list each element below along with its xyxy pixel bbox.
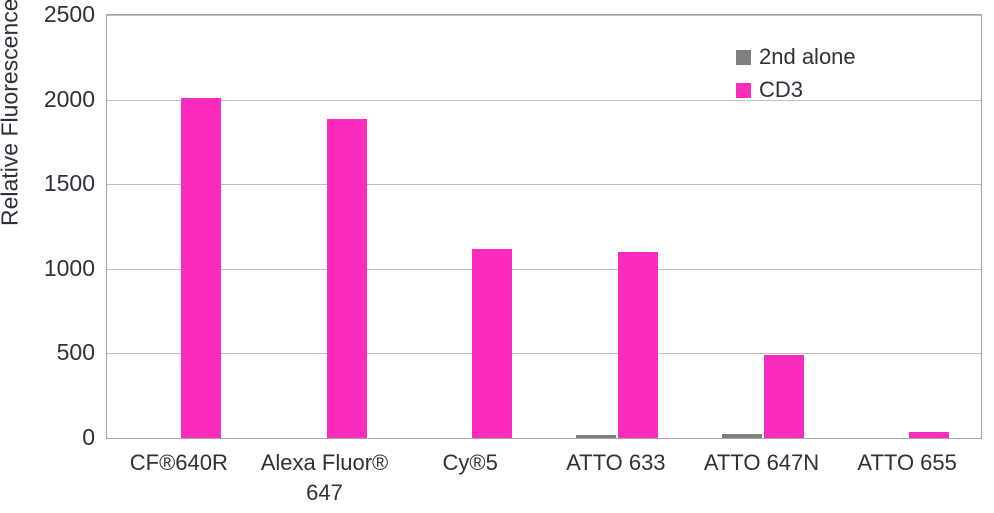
gridline	[107, 353, 981, 355]
legend-swatch-icon	[736, 49, 751, 65]
plot-area	[106, 14, 982, 439]
legend: 2nd alone CD3	[736, 44, 856, 110]
bar-2nd-alone-4	[575, 434, 616, 438]
legend-swatch-icon	[736, 82, 751, 98]
x-category-label: ATTO 633	[566, 450, 666, 475]
y-tick-label: 2000	[43, 85, 95, 112]
bar-2nd-alone-5	[721, 433, 762, 438]
bar-cd3-5	[763, 355, 804, 438]
legend-item-cd3: CD3	[736, 77, 856, 103]
bar-cd3-4	[617, 251, 658, 438]
legend-label: 2nd alone	[759, 44, 856, 69]
gridline	[107, 184, 981, 186]
x-category-label: CF®640R	[129, 450, 228, 475]
gridline	[107, 15, 981, 16]
x-category-label: Cy®5	[442, 450, 498, 475]
y-tick-label: 500	[56, 339, 95, 366]
x-category-label: ATTO 655	[857, 450, 957, 475]
y-tick-label: 2500	[43, 1, 95, 27]
x-category-label: ATTO 647N	[703, 450, 820, 475]
legend-item-2nd-alone: 2nd alone	[736, 44, 856, 70]
legend-label: CD3	[759, 77, 804, 102]
bar-cd3-6	[909, 432, 950, 438]
gridline	[107, 99, 981, 101]
y-tick-label: 1500	[43, 170, 95, 197]
gridline	[107, 268, 981, 270]
bar-cd3-3	[472, 248, 513, 438]
bar-cd3-2	[326, 119, 367, 438]
x-category-label: Alexa Fluor® 647	[260, 450, 389, 505]
y-tick-label: 0	[82, 424, 95, 450]
y-tick-label: 1000	[43, 254, 95, 281]
bar-cd3-1	[180, 97, 221, 438]
